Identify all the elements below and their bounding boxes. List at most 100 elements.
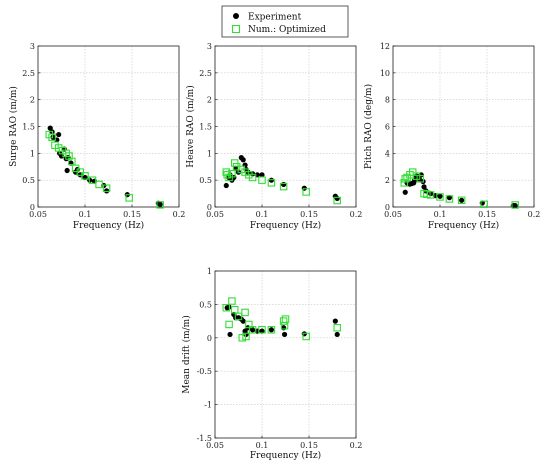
data-point-numerical — [125, 194, 133, 202]
data-point-numerical — [258, 326, 266, 334]
data-point-numerical — [230, 305, 239, 314]
data-point-numerical — [81, 172, 89, 180]
x-axis-label: Frequency (Hz) — [250, 450, 321, 461]
data-point-experiment — [281, 331, 288, 338]
data-point-experiment — [428, 190, 434, 197]
plot-area — [215, 271, 356, 438]
data-point-experiment — [268, 327, 274, 333]
y-tick-label: 1 — [207, 149, 212, 158]
x-axis-label: Frequency (Hz) — [73, 220, 144, 231]
chart-panel-3: 0.05 0.1 0.15 0.2 0 2 4 6 8 10 12 Frequency (Hz) Pit… — [363, 42, 540, 231]
data-point-numerical — [281, 315, 290, 323]
x-tick-label: 0.05 — [206, 210, 224, 219]
data-point-numerical — [234, 312, 243, 321]
chart-panel-1: 0.05 0.1 0.15 0.2 0 0.5 1 1.5 2 2.5 3 Frequency (Hz… — [8, 42, 185, 231]
y-tick-label: 2 — [30, 96, 35, 105]
data-point-numerical — [88, 176, 97, 184]
x-tick-label: 0.2 — [173, 210, 186, 219]
y-axis-label: Surge RAO (m/m) — [8, 86, 19, 167]
y-axis-label: Heave RAO (m/m) — [185, 85, 196, 167]
axes-frame — [392, 45, 535, 208]
data-point-numerical — [279, 182, 288, 191]
y-tick-label: -0.5 — [197, 367, 212, 376]
x-tick-label: 0.05 — [384, 210, 402, 219]
legend: Experiment Num.: Optimized — [221, 5, 349, 38]
data-point-experiment — [64, 167, 70, 174]
data-point-numerical — [245, 320, 253, 329]
data-point-experiment — [157, 201, 163, 207]
y-tick-label: 3 — [30, 42, 35, 51]
data-point-numerical — [156, 201, 164, 209]
legend-marker-numerical — [231, 24, 241, 34]
x-tick-label: 0.15 — [478, 210, 496, 219]
y-tick-label: 0.5 — [199, 176, 212, 185]
x-tick-label: 0.15 — [300, 441, 318, 450]
data-point-numerical — [408, 168, 417, 176]
y-tick-label: 0 — [30, 203, 35, 212]
x-tick-label: 0.2 — [528, 210, 541, 219]
x-tick-label: 0.05 — [206, 441, 224, 450]
x-tick-label: 0.1 — [434, 210, 447, 219]
y-tick-label: 12 — [380, 42, 390, 51]
data-point-experiment — [250, 171, 256, 177]
data-point-numerical — [333, 196, 341, 205]
data-point-numerical — [416, 175, 425, 183]
chart-panel-4: 0.05 0.1 0.15 0.2 -1.5 -1 -0.5 0 0.5 1 Frequency (… — [181, 267, 362, 461]
data-point-numerical — [436, 193, 444, 201]
x-tick-label: 0.15 — [123, 210, 141, 219]
data-point-numerical — [302, 188, 310, 196]
y-tick-label: 0 — [385, 203, 390, 212]
y-tick-label: 0 — [207, 203, 212, 212]
data-point-experiment — [242, 162, 248, 168]
y-tick-label: 1.5 — [199, 123, 212, 132]
data-point-experiment — [446, 195, 452, 201]
data-point-numerical — [401, 175, 409, 183]
data-point-numerical — [238, 334, 247, 342]
y-tick-label: 1 — [207, 267, 212, 276]
x-tick-label: 0.05 — [29, 210, 47, 219]
data-point-numerical — [445, 195, 454, 203]
legend-marker-experiment — [233, 13, 239, 19]
data-point-numerical — [279, 317, 288, 325]
x-tick-label: 0.1 — [256, 441, 269, 450]
data-point-numerical — [225, 320, 233, 329]
data-point-numerical — [302, 332, 310, 341]
plots: 0.05 0.1 0.15 0.2 0 0.5 1 1.5 2 2.5 3 Frequency (Hz… — [8, 42, 540, 461]
data-point-experiment — [421, 184, 427, 190]
data-point-numerical — [258, 176, 266, 184]
data-point-numerical — [267, 179, 276, 187]
data-point-numerical — [48, 133, 56, 141]
data-point-numerical — [76, 168, 85, 176]
axes-frame — [214, 270, 357, 439]
data-point-experiment — [56, 131, 62, 138]
data-point-numerical — [242, 332, 250, 341]
data-point-experiment — [281, 181, 287, 188]
data-point-experiment — [332, 318, 338, 324]
data-point-numerical — [426, 191, 435, 199]
data-point-experiment — [259, 328, 265, 334]
y-tick-label: 0.5 — [199, 300, 212, 309]
x-tick-label: 0.1 — [79, 210, 92, 219]
y-tick-label: 3 — [207, 42, 212, 51]
data-point-numerical — [71, 164, 80, 173]
y-tick-label: 2.5 — [199, 69, 212, 78]
data-point-numerical — [480, 200, 488, 209]
data-point-numerical — [457, 196, 466, 205]
y-tick-label: -1.5 — [197, 434, 212, 443]
data-point-numerical — [248, 326, 257, 334]
x-tick-label: 0.1 — [256, 210, 269, 219]
y-tick-label: 2 — [207, 96, 212, 105]
data-point-experiment — [223, 182, 229, 189]
y-tick-label: 4 — [385, 149, 390, 158]
y-tick-label: 1 — [30, 149, 35, 158]
y-tick-label: 0 — [207, 334, 212, 343]
data-point-experiment — [250, 327, 256, 333]
data-point-experiment — [437, 193, 443, 199]
y-tick-label: 0.5 — [22, 176, 35, 185]
data-point-numerical — [248, 173, 257, 182]
chart-panel-2: 0.05 0.1 0.15 0.2 0 0.5 1 1.5 2 2.5 3 Frequency (Hz… — [185, 42, 362, 231]
y-tick-label: 2.5 — [22, 69, 35, 78]
x-tick-label: 0.2 — [350, 441, 363, 450]
legend-box — [221, 5, 349, 38]
